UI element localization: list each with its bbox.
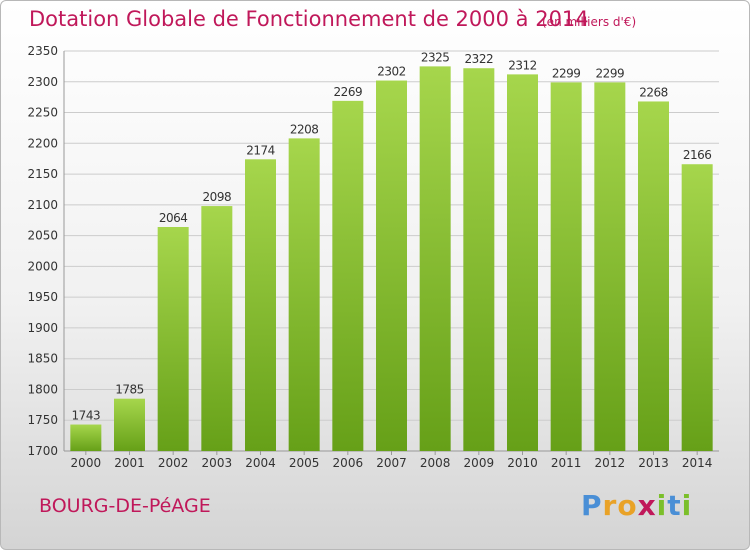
bar-2007 — [376, 80, 407, 452]
bar-2008 — [419, 66, 451, 451]
logo-letter: t — [667, 489, 682, 522]
bar-value-label: 2174 — [246, 143, 275, 157]
x-tick-label: 2007 — [376, 456, 407, 470]
bar-2009 — [463, 68, 495, 451]
logo-letter: o — [617, 489, 638, 522]
x-tick-label: 2000 — [71, 456, 102, 470]
logo-letter: r — [602, 489, 618, 522]
bar-layer: 1743 1785 2064 2098 2174 2208 2269 2302 2325 2322… — [70, 50, 713, 452]
bar-2013 — [638, 101, 669, 451]
y-tick-label: 2050 — [27, 229, 58, 243]
bar-value-label: 1785 — [115, 383, 144, 397]
x-tick-label: 2004 — [245, 456, 276, 470]
x-tick-label: 2009 — [464, 456, 495, 470]
x-tick-label: 2012 — [595, 456, 626, 470]
y-tick-label: 1750 — [27, 413, 58, 427]
bar-value-label: 2166 — [683, 148, 712, 162]
y-tick-label: 2200 — [27, 136, 58, 150]
chart-title: Dotation Globale de Fonctionnement de 20… — [29, 7, 589, 31]
bar-value-label: 2299 — [552, 66, 581, 80]
x-tick-label: 2010 — [507, 456, 538, 470]
bar-value-label: 2064 — [159, 211, 188, 225]
y-tick-label: 1900 — [27, 321, 58, 335]
y-tick-label: 2100 — [27, 198, 58, 212]
y-tick-label: 1700 — [27, 444, 58, 458]
y-tick-label: 1950 — [27, 290, 58, 304]
y-tick-label: 1850 — [27, 352, 58, 366]
x-tick-label: 2003 — [202, 456, 233, 470]
y-tick-label: 2300 — [27, 75, 58, 89]
bar-value-label: 2098 — [203, 190, 232, 204]
bar-value-label: 1743 — [72, 409, 101, 423]
bar-2012 — [594, 82, 626, 451]
bar-2001 — [114, 398, 145, 451]
bar-2002 — [157, 227, 189, 451]
bar-value-label: 2268 — [639, 85, 668, 99]
bar-2014 — [681, 164, 713, 451]
bar-2010 — [507, 74, 538, 451]
bar-value-label: 2325 — [421, 50, 450, 64]
x-tick-label: 2001 — [114, 456, 145, 470]
x-tick-label: 2006 — [333, 456, 364, 470]
bar-value-label: 2208 — [290, 122, 319, 136]
x-tick-label: 2005 — [289, 456, 320, 470]
bar-2005 — [288, 138, 320, 451]
chart-unit: (en milliers d'€) — [542, 15, 637, 29]
y-tick-label: 2150 — [27, 167, 58, 181]
x-tick-label: 2011 — [551, 456, 582, 470]
axis-layer: 1700 1750 1800 1850 1900 1950 2000 2050 2100 2150… — [27, 44, 719, 470]
logo-letter: i — [656, 489, 668, 522]
y-tick-label: 1800 — [27, 382, 58, 396]
bar-2006 — [332, 100, 364, 451]
bar-value-label: 2299 — [596, 66, 625, 80]
bar-2003 — [201, 206, 233, 451]
logo-letter: P — [581, 489, 603, 522]
bar-value-label: 2312 — [508, 58, 537, 72]
x-tick-label: 2008 — [420, 456, 451, 470]
logo-letter: i — [681, 489, 693, 522]
town-name: BOURG-DE-PéAGE — [39, 495, 211, 517]
bar-2011 — [550, 82, 582, 451]
logo-letter: x — [637, 489, 657, 522]
y-tick-label: 2350 — [27, 44, 58, 58]
proxiti-logo[interactable]: Proxiti — [581, 489, 692, 522]
bar-2000 — [70, 424, 102, 451]
y-tick-label: 2000 — [27, 259, 58, 273]
x-tick-label: 2002 — [158, 456, 189, 470]
bar-value-label: 2302 — [377, 65, 406, 79]
bar-2004 — [245, 159, 276, 452]
x-tick-label: 2014 — [682, 456, 713, 470]
bar-value-label: 2269 — [334, 85, 363, 99]
y-tick-label: 2250 — [27, 106, 58, 120]
x-tick-label: 2013 — [638, 456, 669, 470]
bar-value-label: 2322 — [465, 52, 494, 66]
